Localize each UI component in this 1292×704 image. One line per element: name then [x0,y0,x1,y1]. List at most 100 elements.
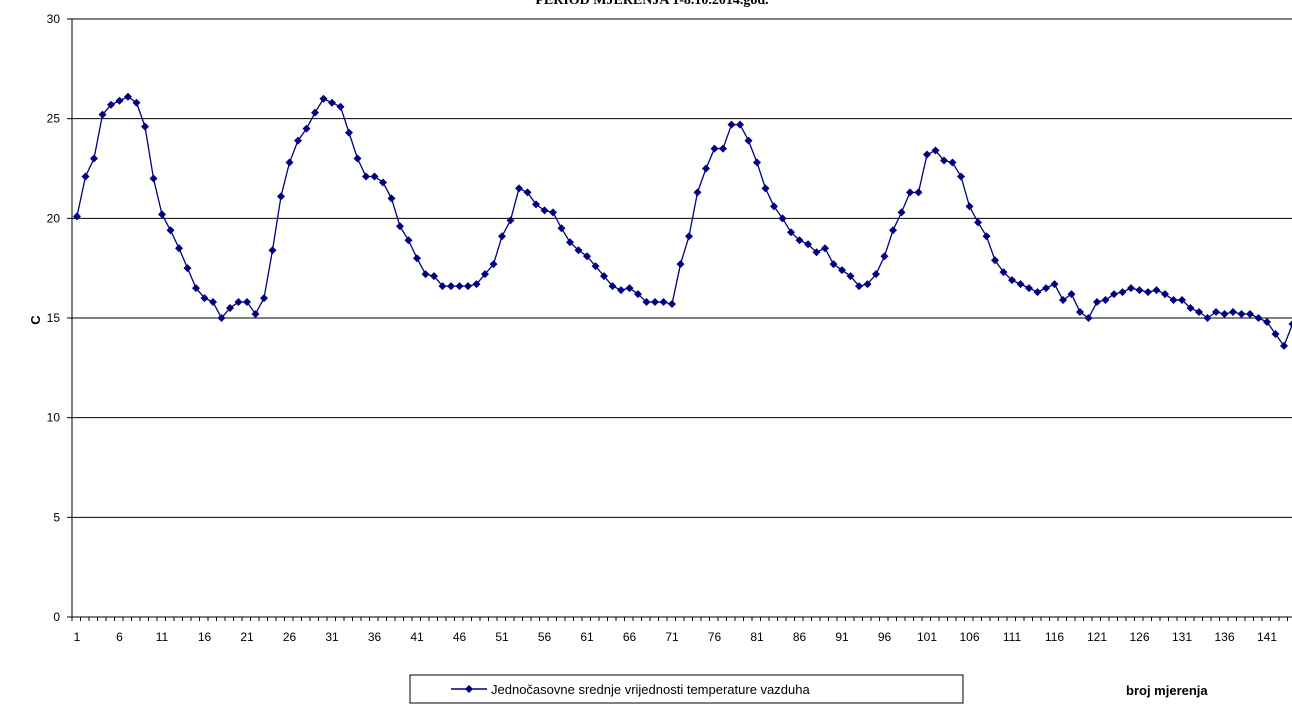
data-point-marker [744,136,753,145]
data-point-marker [90,154,98,163]
data-point-marker [302,124,311,133]
data-point-marker [1263,317,1271,326]
data-point-marker [787,228,795,237]
data-point-marker [175,244,183,253]
data-point-marker [438,282,447,291]
data-point-marker [1144,288,1152,297]
data-point-marker [1203,314,1212,322]
data-point-marker [1118,288,1127,297]
data-point-marker [1127,284,1135,293]
data-point-marker [770,202,778,211]
data-point-marker [1237,310,1246,319]
data-point-marker [1033,288,1042,297]
data-point-marker [778,214,787,223]
x-tick-label: 66 [623,630,637,644]
y-tick-label: 15 [47,311,61,325]
data-point-marker [1288,320,1292,328]
legend-box [409,674,964,704]
data-point-marker [498,232,506,241]
data-point-marker [506,216,515,225]
data-point-marker [702,164,710,173]
data-point-marker [1246,310,1254,319]
x-tick-label: 51 [495,630,509,644]
x-tick-label: 71 [665,630,679,644]
x-axis-label: broj mjerenja [1126,683,1208,698]
data-point-marker [107,100,115,109]
data-point-marker [651,298,659,307]
data-point-marker [821,244,829,253]
data-point-marker [472,280,481,289]
data-point-marker [549,208,557,217]
data-point-marker [1152,286,1161,295]
data-point-marker [1135,286,1144,295]
data-point-marker [948,158,957,167]
data-point-marker [974,218,982,227]
data-point-marker [676,260,685,269]
data-point-marker [1093,298,1101,307]
data-point-marker [1229,308,1237,317]
data-point-marker [1212,308,1220,317]
data-point-marker [1084,314,1093,322]
x-tick-label: 111 [1003,630,1022,644]
data-point-marker [625,284,634,293]
data-point-marker [1220,310,1229,319]
x-tick-label: 131 [1172,630,1192,644]
data-point-marker [387,194,396,203]
x-tick-label: 31 [325,630,339,644]
data-point-marker [285,158,294,167]
chart-title: PERIOD MJERENJA 1-8.10.2014.god. [535,0,768,8]
data-point-marker [404,236,413,245]
data-point-marker [1161,290,1169,299]
data-point-marker [1101,296,1110,305]
data-point-marker [1271,329,1280,338]
data-point-marker [1042,284,1050,293]
data-point-marker [931,146,940,155]
data-point-marker [566,238,574,247]
data-point-marker [736,120,744,129]
data-point-marker [880,252,889,261]
data-point-marker [523,188,532,197]
x-tick-label: 11 [156,630,169,644]
data-point-marker [1110,290,1118,299]
data-point-marker [132,98,141,107]
data-point-marker [166,226,175,235]
data-point-marker [1195,308,1203,317]
data-point-marker [999,268,1008,277]
data-point-marker [141,122,149,131]
data-point-marker [923,150,931,159]
data-point-marker [1076,308,1084,317]
data-point-marker [217,314,226,322]
y-tick-label: 5 [53,510,60,524]
y-tick-label: 20 [47,211,61,225]
data-point-marker [251,310,260,319]
data-point-marker [430,272,438,281]
data-point-marker [124,92,132,101]
x-tick-label: 46 [453,630,467,644]
data-point-marker [761,184,770,193]
data-point-marker [336,102,345,111]
data-point-marker [863,280,872,289]
x-tick-label: 101 [917,630,937,644]
data-point-marker [1254,314,1263,322]
data-point-marker [1280,341,1288,350]
data-point-marker [872,270,880,279]
data-point-marker [464,282,472,291]
legend-series-marker [465,685,473,693]
data-point-marker [659,298,668,307]
data-point-marker [277,192,285,201]
data-point-marker [727,120,736,129]
legend-series-label: Jednočasovne srednje vrijednosti tempera… [491,682,810,697]
data-point-marker [608,282,617,291]
x-tick-label: 36 [368,630,382,644]
x-tick-label: 86 [793,630,807,644]
y-tick-label: 0 [53,610,60,624]
data-point-marker [1050,280,1059,289]
data-point-marker [489,260,498,269]
data-point-marker [455,282,464,291]
data-point-marker [447,282,455,291]
x-tick-label: 26 [283,630,297,644]
data-point-marker [243,298,251,307]
data-point-marker [260,294,268,303]
x-tick-label: 1 [74,630,81,644]
